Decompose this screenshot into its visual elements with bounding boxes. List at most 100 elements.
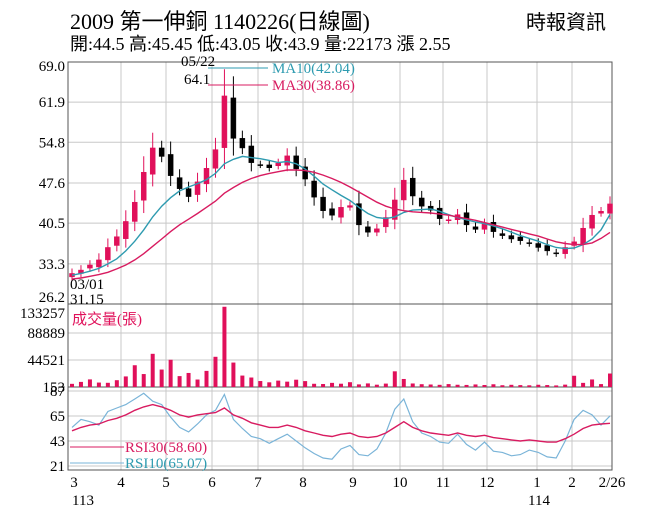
volume-bar bbox=[347, 382, 352, 387]
volume-y-tick-label: 44521 bbox=[28, 353, 66, 369]
x-month-tick-label: 11 bbox=[436, 475, 450, 491]
price-y-tick-label: 33.3 bbox=[39, 257, 65, 273]
candlestick bbox=[517, 231, 524, 245]
candle-body bbox=[87, 264, 93, 269]
rsi-panel: RSI30(58.60)RSI10(65.07) bbox=[70, 392, 611, 472]
candle-body bbox=[239, 138, 246, 149]
rsi30-line bbox=[71, 403, 611, 443]
volume-bar bbox=[141, 374, 146, 387]
candle-body bbox=[418, 197, 425, 207]
rsi10-line bbox=[71, 392, 611, 460]
x-month-tick-label: 5 bbox=[162, 475, 170, 491]
candlestick bbox=[320, 187, 326, 219]
volume-bar bbox=[195, 379, 200, 387]
candlestick bbox=[409, 166, 416, 206]
candle-body bbox=[293, 155, 299, 170]
volume-bar bbox=[401, 378, 406, 387]
volume-bar bbox=[554, 385, 559, 387]
candlestick bbox=[427, 201, 434, 215]
candle-body bbox=[123, 221, 129, 239]
candle-body bbox=[499, 233, 506, 236]
volume-bar bbox=[437, 384, 442, 387]
volume-bar bbox=[240, 375, 245, 387]
volume-bar bbox=[590, 379, 595, 387]
volume-bar bbox=[383, 383, 388, 387]
price-y-tick-label: 47.6 bbox=[39, 176, 66, 192]
candle-body bbox=[589, 214, 595, 229]
candle-body bbox=[320, 196, 326, 211]
candlestick bbox=[203, 157, 210, 193]
candle-body bbox=[221, 95, 228, 148]
candlestick bbox=[598, 206, 604, 217]
x-month-tick-label: 12 bbox=[480, 475, 495, 491]
candle-body bbox=[607, 203, 613, 214]
volume-bar bbox=[123, 376, 128, 387]
candle-body bbox=[284, 155, 290, 166]
price-y-tick-label: 69.0 bbox=[39, 59, 65, 75]
volume-bar bbox=[410, 383, 415, 387]
candlestick bbox=[374, 223, 380, 237]
ma30-legend-label: MA30(38.86) bbox=[272, 78, 355, 94]
candlestick bbox=[329, 202, 335, 221]
volume-bar bbox=[563, 384, 568, 387]
candlestick bbox=[445, 215, 452, 224]
candle-body bbox=[329, 208, 335, 216]
candle-body bbox=[176, 177, 183, 189]
candle-body bbox=[401, 179, 407, 201]
x-month-tick-label: 6 bbox=[208, 475, 216, 491]
candle-body bbox=[517, 236, 524, 241]
candle-body bbox=[409, 177, 416, 197]
candlestick bbox=[383, 209, 389, 233]
volume-bar bbox=[159, 369, 164, 387]
candle-body bbox=[275, 162, 281, 167]
candlestick bbox=[589, 205, 595, 236]
x-month-tick-label: 2/26 bbox=[599, 475, 626, 491]
candle-body bbox=[445, 219, 452, 222]
candlestick bbox=[78, 265, 84, 278]
candle-body bbox=[472, 226, 479, 230]
candlestick bbox=[347, 201, 353, 211]
candlestick bbox=[338, 199, 344, 224]
candle-body bbox=[266, 164, 273, 168]
candle-body bbox=[248, 145, 255, 163]
volume-bar bbox=[608, 373, 612, 387]
candlestick bbox=[185, 181, 192, 203]
volume-y-tick-label: 88889 bbox=[28, 326, 66, 342]
candlestick bbox=[302, 158, 308, 187]
candle-body bbox=[356, 203, 362, 226]
candlestick bbox=[221, 69, 228, 170]
x-month-tick-label: 1 bbox=[533, 475, 541, 491]
volume-bar bbox=[536, 384, 541, 387]
candlestick bbox=[275, 158, 281, 170]
candle-body bbox=[535, 243, 542, 248]
candle-body bbox=[311, 180, 317, 198]
rsi-y-tick-label: 21 bbox=[50, 459, 65, 475]
candle-body bbox=[481, 224, 488, 230]
volume-bar bbox=[132, 365, 137, 387]
volume-bar bbox=[150, 353, 155, 387]
x-month-tick-label: 2 bbox=[568, 475, 576, 491]
candlestick bbox=[158, 140, 165, 163]
candle-body bbox=[338, 207, 344, 218]
candle-body bbox=[508, 235, 515, 240]
x-year-tick-label: 113 bbox=[72, 493, 94, 509]
price-y-tick-label: 40.5 bbox=[39, 216, 65, 232]
volume-bar bbox=[114, 380, 119, 387]
candlestick bbox=[230, 76, 237, 156]
volume-bar bbox=[482, 384, 487, 387]
volume-y-tick-label: 153 bbox=[43, 380, 66, 396]
volume-bar bbox=[168, 359, 173, 387]
volume-bar bbox=[321, 384, 326, 387]
volume-bar bbox=[374, 384, 379, 387]
rsi-y-tick-label: 43 bbox=[50, 434, 65, 450]
candlestick bbox=[248, 135, 255, 172]
candlestick bbox=[167, 141, 174, 186]
volume-bar bbox=[392, 371, 397, 387]
candle-body bbox=[96, 259, 102, 268]
volume-bar bbox=[213, 356, 218, 387]
volume-bar bbox=[222, 306, 227, 387]
data-source-label: 時報資訊 bbox=[526, 12, 606, 34]
candle-body bbox=[185, 188, 192, 197]
chart-title: 2009 第一伸銅 1140226(日線圖) bbox=[70, 9, 370, 34]
volume-bar bbox=[186, 372, 191, 387]
